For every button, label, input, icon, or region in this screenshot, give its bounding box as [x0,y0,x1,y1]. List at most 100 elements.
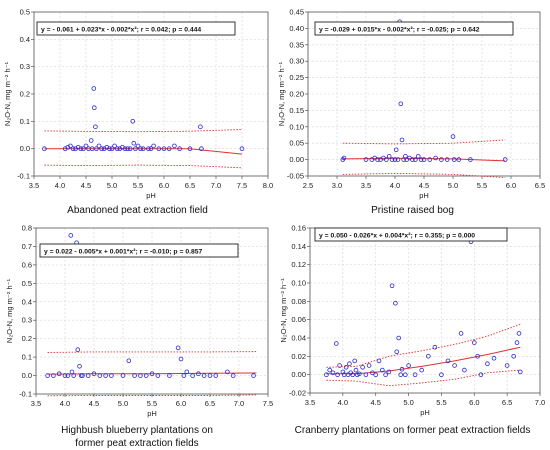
y-axis-label: N₂O-N, mg m⁻² h⁻¹ [277,61,286,126]
data-point [196,371,201,377]
x-tick-label: 7.0 [234,399,244,408]
y-tick-label: 0.2 [20,90,30,99]
data-point [178,356,184,362]
data-point [445,358,451,364]
data-point [478,372,484,378]
y-axis-label: N₂O-N, mg m⁻² h⁻¹ [279,278,288,343]
ci-lower-line [47,394,257,397]
data-point [45,373,50,378]
data-point [125,146,130,152]
y-tick-label: 0.0 [22,371,32,380]
data-point [130,119,136,124]
x-tick-label: 4.5 [419,181,429,190]
data-point [439,157,444,162]
x-tick-label: 4.0 [55,181,65,190]
data-point [146,146,151,152]
panel-caption-abandoned: Abandoned peat extraction field [67,205,208,216]
data-point [337,363,342,368]
data-point [81,146,86,152]
data-point [379,367,385,373]
data-point [151,143,156,149]
data-point [347,361,352,367]
data-point [198,124,203,130]
data-point [62,373,68,378]
data-point [201,373,207,378]
ci-lower-line [342,172,506,179]
data-point [491,355,497,361]
y-tick-label: 0.10 [291,279,306,288]
data-point [42,146,47,152]
x-tick-label: 5.0 [448,181,458,190]
data-point [462,367,467,373]
x-tick-label: 5.5 [147,399,157,408]
y-tick-label: -0.02 [289,389,306,398]
data-point [393,300,398,306]
data-point [394,349,400,355]
data-point [363,372,369,378]
x-tick-label: 3.0 [332,181,342,190]
data-point [393,147,399,153]
data-point [395,157,401,162]
data-point [432,344,438,350]
y-tick-label: 0.30 [289,57,304,66]
x-tick-label: 4.0 [60,399,70,408]
x-tick-label: 6.0 [159,181,169,190]
x-tick-label: 4.5 [81,181,91,190]
data-point [386,154,392,159]
data-point [456,157,462,162]
data-point [386,369,392,375]
data-point [251,373,256,378]
fit-line [342,157,506,162]
data-point [172,143,177,149]
y-axis-label: N₂O-N, mg m⁻² h⁻¹ [5,278,14,343]
y-tick-label: 0.02 [291,352,306,361]
data-point [161,146,167,152]
data-point [155,373,161,378]
data-point [230,373,236,378]
data-point [97,373,103,378]
equation-box [39,243,239,258]
data-point [143,373,149,378]
data-point [138,146,143,152]
x-tick-label: 5.5 [133,181,143,190]
data-point [181,373,187,378]
data-point [366,363,372,368]
data-point [450,134,456,139]
y-tick-label: 0.00 [291,370,306,379]
y-tick-label: 0.7 [22,242,32,251]
data-point [389,283,395,289]
data-point [399,366,405,372]
data-point [412,157,418,162]
data-point [70,146,76,152]
data-point [239,146,245,152]
x-tick-label: 6.5 [185,181,195,190]
data-point [133,146,138,152]
data-point [99,146,104,152]
y-tick-label: 0.04 [291,334,306,343]
y-tick-label: 0.16 [291,224,306,233]
data-point [91,371,97,377]
data-point [471,340,477,345]
data-point [444,157,450,162]
data-point [352,358,358,364]
ci-lower-line [44,164,243,169]
data-point [485,361,490,367]
x-tick-label: 7.5 [237,181,247,190]
x-tick-label: 3.5 [31,399,41,408]
data-point [88,138,94,143]
data-point [127,146,133,152]
data-point [511,353,517,359]
data-point [415,154,421,159]
data-point [80,373,85,378]
panel-caption-pristine: Pristine raised bog [371,205,454,216]
y-tick-label: 0.25 [289,73,304,82]
y-tick-label: 0.2 [22,334,32,343]
y-tick-label: 0.14 [291,242,306,251]
data-point [85,373,91,378]
data-point [324,372,329,378]
data-point [167,373,172,378]
data-point [373,372,379,378]
data-point [330,370,336,376]
x-tick-label: 6.5 [535,181,545,190]
